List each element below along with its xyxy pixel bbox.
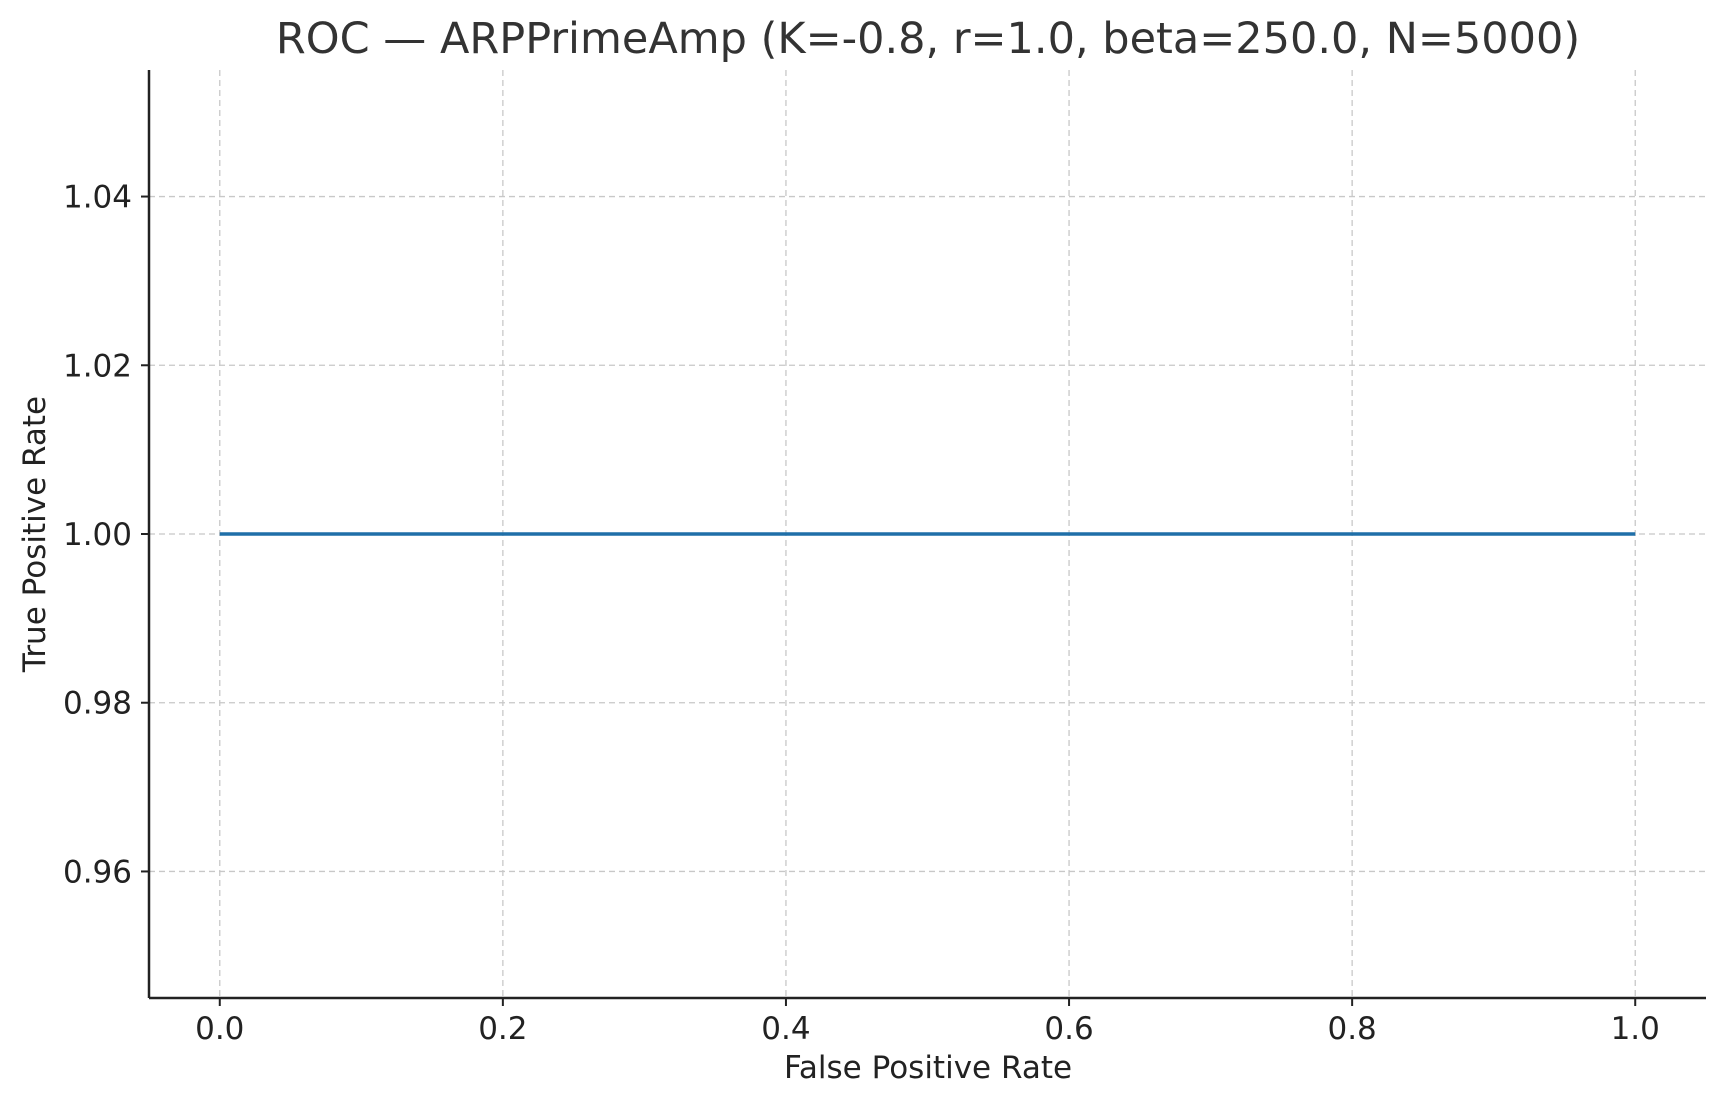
x-tick-label: 0.8 [1327,1011,1376,1047]
x-tick-label: 1.0 [1611,1011,1660,1047]
y-tick-label: 0.96 [63,854,132,890]
y-ticks: 0.96 0.98 1.00 1.02 1.04 [63,180,149,890]
y-tick-label: 1.02 [63,348,132,384]
x-tick-label: 0.2 [478,1011,527,1047]
y-tick-label: 1.00 [63,517,132,553]
y-axis-label: True Positive Rate [17,396,53,673]
x-axis-label: False Positive Rate [784,1050,1072,1086]
y-tick-label: 1.04 [63,180,132,216]
y-tick-label: 0.98 [63,686,132,722]
chart-title: ROC — ARPPrimeAmp (K=-0.8, r=1.0, beta=2… [276,14,1580,64]
x-tick-label: 0.0 [195,1011,244,1047]
x-ticks: 0.0 0.2 0.4 0.6 0.8 1.0 [195,998,1660,1047]
x-tick-label: 0.4 [761,1011,810,1047]
x-tick-label: 0.6 [1044,1011,1093,1047]
